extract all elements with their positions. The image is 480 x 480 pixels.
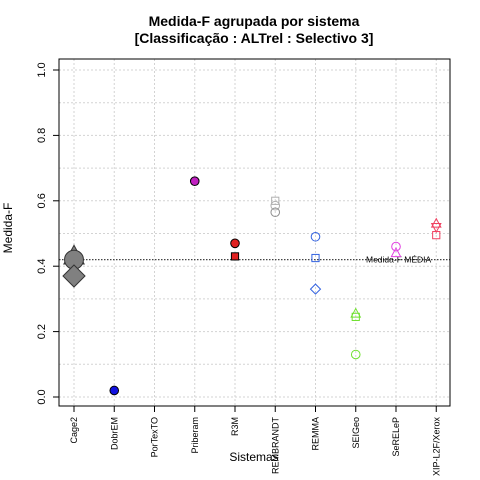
x-tick-label: REMBRANDT bbox=[270, 417, 280, 475]
reference-line: Medida-F MÉDIA bbox=[59, 255, 450, 265]
data-point-square bbox=[271, 196, 280, 205]
y-axis-label: Medida-F bbox=[1, 203, 15, 254]
x-tick-label: Priberam bbox=[190, 417, 200, 454]
data-point-circle bbox=[350, 349, 361, 360]
x-axis-label: Sistemas bbox=[229, 450, 278, 464]
x-tick-label: SEIGeo bbox=[351, 417, 361, 449]
x-tick-label: PorTexTO bbox=[150, 417, 160, 457]
plot-frame bbox=[58, 58, 451, 407]
data-point-triangle bbox=[430, 217, 442, 228]
y-tick-label: 0.0 bbox=[36, 389, 48, 404]
x-tick-label: REMMA bbox=[311, 417, 321, 451]
data-points bbox=[62, 176, 442, 396]
x-tick-label: Cage2 bbox=[69, 417, 79, 444]
data-point-square bbox=[351, 312, 360, 321]
chart-title: Medida-F agrupada por sistema bbox=[149, 13, 360, 29]
x-tick-label: R3M bbox=[230, 417, 240, 436]
data-point-triangle bbox=[390, 247, 402, 258]
y-tick-label: 0.4 bbox=[36, 259, 48, 274]
gridlines bbox=[59, 59, 450, 406]
data-point-square bbox=[432, 231, 441, 240]
data-point-circle bbox=[391, 241, 401, 252]
x-tick-label: XIP-L2F/Xerox bbox=[431, 417, 441, 477]
x-tick-label: DobrEM bbox=[109, 417, 119, 450]
reference-line-label: Medida-F MÉDIA bbox=[366, 255, 432, 265]
y-tick-label: 1.0 bbox=[36, 62, 48, 77]
data-point-circle bbox=[310, 231, 321, 242]
y-tick-label: 0.6 bbox=[36, 193, 48, 208]
data-point-circle bbox=[270, 207, 281, 218]
data-point-circle bbox=[109, 385, 120, 396]
axes: 0.0 0.2 0.4 0.6 0.8 1.0 Cage2 DobrEM PorTexTO Pri… bbox=[36, 62, 441, 476]
data-point-square bbox=[230, 252, 240, 261]
x-tick-label: SeRELeP bbox=[391, 417, 401, 457]
data-point-triangle_down bbox=[430, 223, 442, 234]
data-point-circle bbox=[189, 176, 200, 186]
chart-subtitle: [Classificação : ALTrel : Selectivo 3] bbox=[135, 30, 374, 46]
y-tick-label: 0.2 bbox=[36, 324, 48, 339]
data-point-diamond bbox=[62, 264, 86, 288]
data-point-diamond bbox=[309, 283, 322, 295]
data-point-circle bbox=[230, 238, 240, 249]
data-point-circle bbox=[270, 200, 281, 211]
y-tick-label: 0.8 bbox=[36, 128, 48, 143]
data-point-square bbox=[311, 253, 320, 263]
